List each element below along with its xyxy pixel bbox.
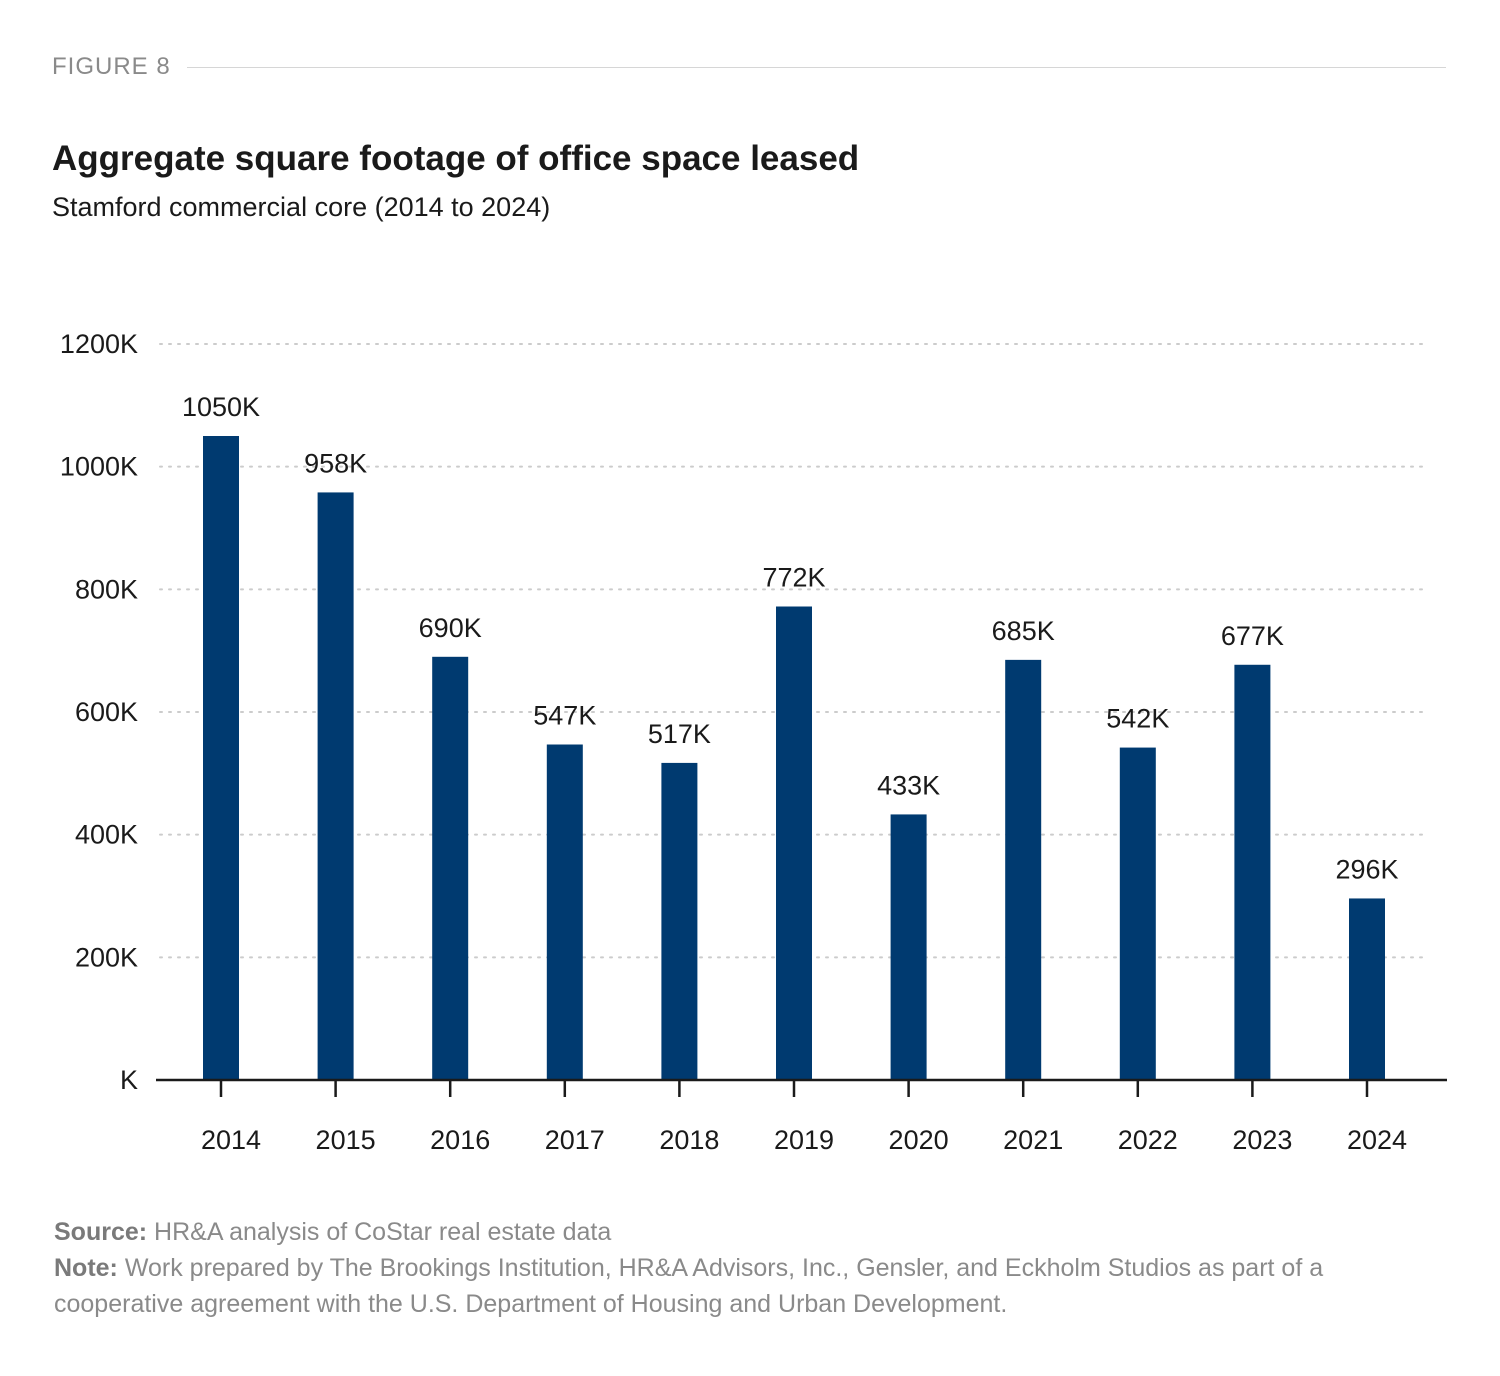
data-label: 517K [648,719,711,749]
y-tick-label: 1000K [60,452,138,482]
data-label: 547K [533,701,596,731]
y-tick-label: 1200K [60,329,138,359]
data-label: 296K [1335,854,1398,884]
x-tick-label: 2024 [1347,1125,1407,1155]
bar [1234,664,1271,1080]
data-label: 542K [1106,704,1169,734]
bar [317,492,354,1081]
bar [776,606,812,1080]
x-tick-label: 2023 [1232,1125,1292,1155]
bar [432,656,469,1080]
y-tick-label: 600K [75,697,138,727]
chart-subtitle: Stamford commercial core (2014 to 2024) [52,192,551,222]
note-label: Note: [54,1254,118,1282]
data-label: 690K [419,613,482,643]
y-tick-label: K [120,1065,138,1095]
source-label: Source: [54,1218,148,1246]
x-tick-label: 2017 [545,1125,605,1155]
note-text: Work prepared by The Brookings Instituti… [54,1254,1324,1318]
figure-header-rule [186,66,1446,68]
x-tick-label: 2021 [1003,1125,1063,1155]
chart-title: Aggregate square footage of office space… [52,139,860,178]
x-tick-label: 2018 [659,1125,719,1155]
x-tick-label: 2014 [201,1125,261,1155]
source-line: Source: HR&A analysis of CoStar real est… [54,1214,1454,1250]
x-tick-label: 2015 [316,1125,376,1155]
y-tick-label: 800K [75,574,138,604]
figure-label: FIGURE 8 [52,53,171,80]
y-tick-label: 200K [75,942,138,972]
data-labels: 1050K 958K 690K 547K 517K 772K 433K 685K 542K 677… [182,392,1399,884]
chart-notes: Source: HR&A analysis of CoStar real est… [54,1214,1454,1322]
x-tick-label: 2016 [430,1125,490,1155]
data-label: 677K [1221,621,1284,651]
x-tick-label: 2022 [1118,1125,1178,1155]
data-label: 685K [992,616,1055,646]
figure-header: FIGURE 8 [52,50,1446,84]
data-label: 1050K [182,392,260,422]
y-axis-labels: K 200K 400K 600K 800K 1000K 1200K [60,329,138,1095]
bar [203,436,239,1080]
bar [546,744,583,1080]
y-tick-label: 400K [75,820,138,850]
bar [1119,747,1156,1080]
x-tick-label: 2020 [889,1125,949,1155]
bar [1005,659,1042,1080]
x-tick-label: 2019 [774,1125,834,1155]
x-axis-labels: 2014 2015 2016 2017 2018 2019 2020 2021 2022 2023… [201,1125,1407,1155]
bar [890,814,927,1080]
data-label: 772K [762,563,825,593]
bar [661,762,698,1080]
data-label: 958K [304,448,367,478]
note-line: Note: Work prepared by The Brookings Ins… [54,1250,1454,1322]
data-label: 433K [877,770,940,800]
bars [203,436,1385,1081]
source-text: HR&A analysis of CoStar real estate data [154,1218,612,1246]
x-axis-ticks [219,1080,1369,1097]
bar [1349,898,1385,1080]
